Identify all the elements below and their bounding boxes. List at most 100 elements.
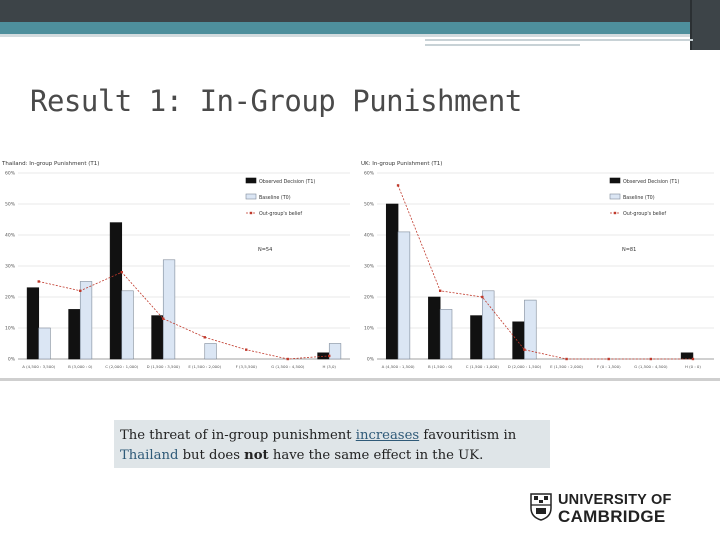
belief-point bbox=[162, 317, 165, 320]
bar-baseline bbox=[121, 290, 134, 360]
belief-point bbox=[286, 357, 289, 361]
legend-label: Out-group's belief bbox=[623, 211, 666, 217]
chart-thailand-svg: Thailand: In-group Punishment (T1) 0% 10% 2… bbox=[1, 161, 350, 369]
x-tick-label: A (4,500 : 1,500) bbox=[382, 364, 415, 369]
x-tick-label: D (2,000 : 1,500) bbox=[508, 364, 542, 369]
chart-title: UK: In-group Punishment (T1) bbox=[361, 161, 442, 167]
legend-swatch bbox=[245, 193, 257, 200]
belief-point bbox=[396, 184, 400, 187]
belief-point bbox=[691, 357, 695, 361]
bar-baseline bbox=[38, 327, 51, 360]
bar-baseline bbox=[397, 231, 411, 360]
legend-swatch bbox=[609, 177, 621, 184]
university-logo: UNIVERSITY OF CAMBRIDGE bbox=[528, 490, 678, 526]
y-tick-label: 40% bbox=[5, 233, 16, 239]
sample-size-label: N=54 bbox=[258, 247, 272, 253]
x-tick-label: E (1,500 : 2,000) bbox=[550, 364, 583, 369]
legend-label: Observed Decision (T1) bbox=[259, 179, 315, 185]
belief-point bbox=[120, 271, 123, 274]
caption-highlight-increases: increases bbox=[355, 428, 420, 443]
bar-observed bbox=[512, 321, 525, 360]
belief-line bbox=[38, 271, 330, 360]
y-tick-label: 30% bbox=[364, 264, 375, 270]
belief-point bbox=[203, 336, 206, 339]
x-tick-label: B (3,000 : 0) bbox=[68, 364, 93, 369]
x-tick-label: C (2,000 : 1,000) bbox=[105, 364, 139, 369]
legend-swatch bbox=[609, 193, 621, 200]
y-tick-label: 20% bbox=[364, 295, 375, 301]
logo-text-line2: CAMBRIDGE bbox=[558, 507, 666, 526]
bar-observed bbox=[428, 296, 441, 360]
sample-size-label: N=81 bbox=[622, 247, 636, 253]
chart-uk-svg: UK: In-group Punishment (T1) 0% 10% 20% 30% 4… bbox=[361, 161, 714, 369]
y-tick-label: 20% bbox=[5, 295, 16, 301]
x-tick-label: H (3,0) bbox=[323, 364, 337, 369]
x-tick-label: D (1,500 : 3,500) bbox=[147, 364, 181, 369]
x-tick-label: F (3,5,500) bbox=[236, 364, 258, 369]
legend-swatch bbox=[245, 177, 257, 184]
belief-point bbox=[481, 295, 484, 299]
bar-observed bbox=[680, 352, 694, 360]
x-tick-label: G (1,500 : 4,500) bbox=[271, 364, 305, 369]
caption-emphasis-not: not bbox=[244, 448, 269, 463]
x-tick-label: A (4,500 : 3,500) bbox=[22, 364, 55, 369]
caption-part: favouritism in bbox=[419, 428, 517, 443]
caption-highlight-thailand: Thailand bbox=[120, 448, 179, 463]
legend-label: Baseline (T0) bbox=[259, 195, 291, 201]
caption-box: The threat of in-group punishment increa… bbox=[114, 420, 550, 468]
y-tick-label: 30% bbox=[5, 264, 16, 270]
bar-observed bbox=[68, 309, 81, 360]
bar-observed bbox=[470, 315, 483, 360]
x-tick-label: F (0 : 1,500) bbox=[597, 364, 621, 369]
y-tick-label: 0% bbox=[367, 357, 375, 363]
logo-text-line1: UNIVERSITY OF bbox=[558, 492, 672, 508]
y-tick-label: 40% bbox=[364, 233, 375, 239]
belief-point bbox=[565, 357, 568, 361]
bar-baseline bbox=[524, 299, 537, 360]
belief-point bbox=[607, 357, 610, 361]
bar-observed bbox=[385, 203, 399, 360]
caption-part: have the same effect in the UK. bbox=[268, 448, 484, 463]
top-banner-accent bbox=[0, 22, 720, 34]
y-tick-label: 60% bbox=[364, 171, 375, 177]
legend-label: Out-group's belief bbox=[259, 211, 302, 217]
bar-observed bbox=[317, 352, 330, 360]
bar-baseline bbox=[204, 343, 217, 360]
chart-uk: UK: In-group Punishment (T1) 0% 10% 20% 30% 4… bbox=[359, 157, 720, 379]
belief-point bbox=[649, 357, 653, 361]
caption-text: The threat of in-group punishment increa… bbox=[120, 426, 550, 466]
bar-baseline bbox=[79, 281, 93, 360]
y-tick-label: 60% bbox=[5, 171, 16, 177]
x-tick-label: H (0 : 0) bbox=[685, 364, 701, 369]
belief-line bbox=[397, 185, 693, 360]
decorative-line bbox=[425, 44, 580, 46]
chart-divider bbox=[0, 378, 720, 381]
slide-title: Result 1: In-Group Punishment bbox=[30, 84, 522, 118]
y-tick-label: 50% bbox=[5, 202, 16, 208]
bar-baseline bbox=[482, 290, 495, 360]
belief-point bbox=[37, 280, 40, 283]
cambridge-crest-icon bbox=[530, 493, 552, 521]
bar-baseline bbox=[162, 259, 176, 360]
bar-baseline bbox=[328, 343, 342, 360]
legend-swatch bbox=[613, 211, 617, 215]
belief-point bbox=[79, 289, 82, 292]
legend-label: Observed Decision (T1) bbox=[623, 179, 679, 185]
chart-title: Thailand: In-group Punishment (T1) bbox=[1, 161, 99, 167]
decorative-line bbox=[425, 39, 693, 41]
x-tick-label: C (1,500 : 1,000) bbox=[466, 364, 500, 369]
legend-label: Baseline (T0) bbox=[623, 195, 655, 201]
belief-point bbox=[523, 348, 526, 351]
belief-point bbox=[438, 289, 442, 292]
corner-decoration bbox=[690, 0, 720, 50]
bar-observed bbox=[26, 287, 40, 360]
bar-observed bbox=[109, 222, 123, 360]
x-tick-label: E (1,500 : 2,000) bbox=[188, 364, 221, 369]
x-tick-label: G (1,500 : 4,500) bbox=[634, 364, 668, 369]
caption-part: The threat of in-group punishment bbox=[120, 428, 356, 443]
x-tick-label: B (1,500 : 0) bbox=[428, 364, 453, 369]
bar-baseline bbox=[439, 309, 453, 360]
chart-thailand: Thailand: In-group Punishment (T1) 0% 10% 2… bbox=[0, 157, 356, 379]
top-banner-dark bbox=[0, 0, 720, 22]
y-tick-label: 10% bbox=[364, 326, 375, 332]
